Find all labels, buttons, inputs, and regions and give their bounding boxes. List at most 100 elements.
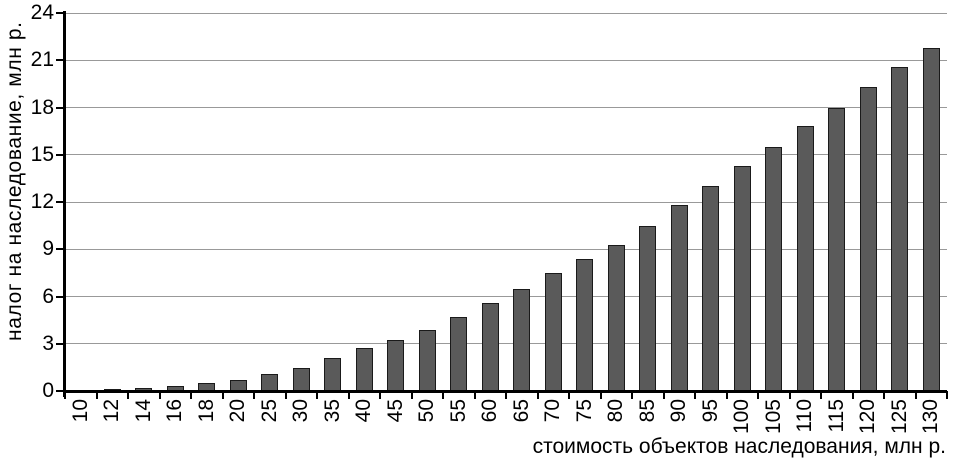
y-tick-label-24: 24 xyxy=(30,1,54,24)
bar-16 xyxy=(166,386,184,391)
bar-70 xyxy=(544,272,562,391)
x-tick-13 xyxy=(473,391,476,399)
gridline-y-9 xyxy=(65,248,947,250)
y-tick-label-12: 12 xyxy=(30,190,54,213)
x-tick-12 xyxy=(442,391,444,399)
x-tick-label-55: 55 xyxy=(446,399,470,423)
x-axis-title: стоимость объектов наследования, млн р. xyxy=(532,435,946,458)
y-tick-21 xyxy=(56,59,64,62)
x-tick-27 xyxy=(914,391,917,399)
bar-35 xyxy=(324,357,342,391)
bar-95 xyxy=(702,186,720,391)
gridline-y-3 xyxy=(65,343,947,345)
bar-125 xyxy=(891,66,909,391)
x-tick-label-16: 16 xyxy=(163,399,187,423)
bar-18 xyxy=(198,383,216,391)
x-tick-22 xyxy=(757,391,759,399)
y-tick-3 xyxy=(56,342,64,345)
y-tick-24 xyxy=(56,12,64,14)
y-tick-label-3: 3 xyxy=(42,331,54,355)
x-tick-20 xyxy=(694,391,696,399)
x-tick-label-65: 65 xyxy=(509,399,533,423)
bar-115 xyxy=(828,107,846,391)
x-tick-8 xyxy=(316,391,318,399)
bar-105 xyxy=(765,146,783,391)
gridline-y-18 xyxy=(65,107,947,108)
bar-85 xyxy=(639,225,657,391)
bar-130 xyxy=(922,47,940,391)
bar-90 xyxy=(670,205,688,391)
x-tick-7 xyxy=(284,391,287,399)
x-tick-4 xyxy=(190,391,192,399)
x-tick-label-40: 40 xyxy=(352,399,376,423)
y-tick-label-9: 9 xyxy=(42,237,54,261)
y-tick-9 xyxy=(56,248,64,251)
x-tick-3 xyxy=(158,391,161,399)
y-tick-label-6: 6 xyxy=(42,284,54,308)
gridline-y-24 xyxy=(65,12,947,14)
x-tick-26 xyxy=(883,391,885,399)
y-tick-12 xyxy=(56,201,64,203)
x-tick-label-50: 50 xyxy=(415,399,439,423)
y-tick-label-15: 15 xyxy=(30,142,54,166)
y-tick-0 xyxy=(56,390,64,392)
x-tick-16 xyxy=(568,391,570,399)
x-tick-28 xyxy=(946,391,948,399)
x-tick-label-12: 12 xyxy=(100,399,124,423)
x-tick-15 xyxy=(536,391,539,399)
x-tick-label-35: 35 xyxy=(320,399,344,423)
y-tick-label-18: 18 xyxy=(30,95,54,119)
x-tick-label-60: 60 xyxy=(478,399,502,423)
bar-60 xyxy=(481,302,499,391)
y-tick-label-0: 0 xyxy=(42,379,54,402)
y-tick-18 xyxy=(56,106,64,109)
x-tick-14 xyxy=(505,391,507,399)
gridline-y-15 xyxy=(65,154,947,156)
y-axis-line xyxy=(63,11,66,397)
x-tick-19 xyxy=(662,391,665,399)
x-tick-6 xyxy=(253,391,255,399)
x-tick-label-45: 45 xyxy=(383,399,407,423)
y-tick-label-21: 21 xyxy=(30,48,54,72)
x-tick-25 xyxy=(851,391,854,399)
x-tick-label-14: 14 xyxy=(131,399,155,423)
y-tick-6 xyxy=(56,295,64,298)
gridline-y-6 xyxy=(65,296,947,297)
x-tick-label-30: 30 xyxy=(289,399,313,423)
x-tick-24 xyxy=(820,391,822,399)
bar-120 xyxy=(859,87,877,391)
bar-25 xyxy=(261,373,279,391)
bar-100 xyxy=(733,165,751,391)
bar-45 xyxy=(387,339,405,391)
bar-75 xyxy=(576,259,594,391)
x-tick-1 xyxy=(95,391,98,399)
y-tick-15 xyxy=(56,153,64,156)
x-tick-label-25: 25 xyxy=(257,399,281,423)
x-tick-23 xyxy=(788,391,791,399)
bar-55 xyxy=(450,316,468,391)
x-tick-label-18: 18 xyxy=(194,399,218,423)
gridline-y-12 xyxy=(65,201,947,203)
x-tick-0 xyxy=(64,391,66,399)
x-tick-2 xyxy=(127,391,129,399)
x-tick-label-10: 10 xyxy=(68,399,92,423)
bar-80 xyxy=(607,244,625,391)
x-tick-18 xyxy=(631,391,633,399)
bar-110 xyxy=(796,126,814,391)
bar-20 xyxy=(229,379,247,391)
bar-65 xyxy=(513,288,531,391)
x-tick-9 xyxy=(347,391,350,399)
bar-30 xyxy=(292,368,310,391)
gridline-y-21 xyxy=(65,59,947,61)
bar-50 xyxy=(418,329,436,391)
x-tick-label-20: 20 xyxy=(226,399,250,423)
x-tick-5 xyxy=(221,391,224,399)
x-tick-10 xyxy=(379,391,381,399)
bar-40 xyxy=(355,348,373,391)
bar-14 xyxy=(135,387,153,391)
x-tick-21 xyxy=(725,391,728,399)
x-tick-17 xyxy=(599,391,602,399)
x-tick-11 xyxy=(410,391,413,399)
